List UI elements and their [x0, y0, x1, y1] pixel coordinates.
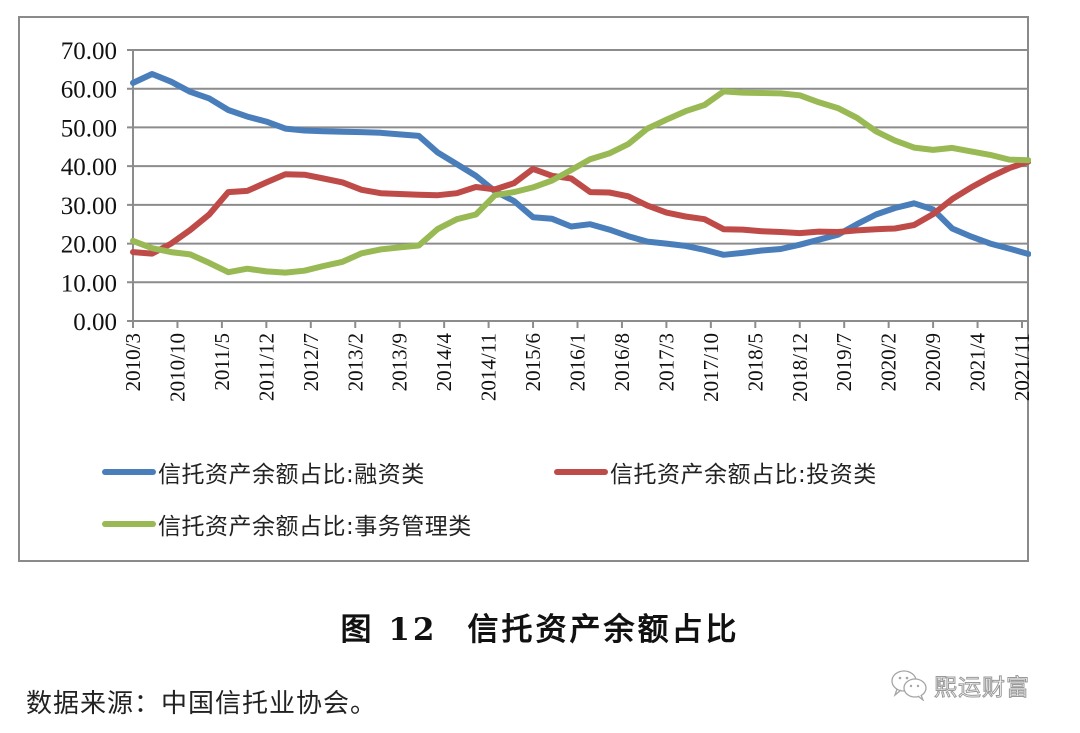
y-tick-label: 60.00 [61, 77, 117, 104]
x-tick-label: 2014/11 [477, 333, 501, 401]
x-tick-label: 2017/3 [654, 333, 678, 391]
x-tick-label: 2018/5 [743, 333, 767, 391]
series-investment-line [130, 158, 1031, 257]
wechat-icon [891, 670, 927, 701]
x-tick-label: 2017/10 [699, 333, 723, 402]
y-tick-label: 0.00 [73, 309, 117, 336]
x-tick-label: 2013/9 [388, 333, 412, 391]
legend-label: 信托资产余额占比:事务管理类 [158, 514, 472, 540]
y-tick-label: 20.00 [61, 232, 117, 259]
y-tick-label: 70.00 [61, 38, 117, 65]
y-tick-label: 10.00 [61, 270, 117, 297]
x-tick-label: 2020/2 [877, 333, 901, 391]
x-tick-label: 2010/10 [165, 333, 189, 402]
x-tick-label: 2021/4 [966, 333, 990, 392]
x-tick-label: 2018/12 [788, 333, 812, 402]
y-tick-label: 40.00 [61, 154, 117, 181]
x-tick-label: 2012/7 [299, 333, 323, 391]
legend-item-financing: 信托资产余额占比:融资类 [102, 457, 425, 488]
figure-number: 图 12 [340, 612, 438, 648]
legend-item-investment: 信托资产余额占比:投资类 [554, 457, 877, 488]
chart-frame: 0.00 10.00 20.00 30.00 40.00 50.00 60.00 70.00 … [18, 16, 1031, 562]
x-tick-label: 2019/7 [832, 333, 856, 391]
y-tick-label: 30.00 [61, 193, 117, 220]
legend-swatch-blue-icon [102, 469, 156, 475]
line-chart: 0.0010.0020.0030.0040.0050.0060.0070.00 … [61, 38, 1031, 402]
x-tick-label: 2021/11 [1010, 333, 1031, 401]
series-administrative-line [130, 88, 1031, 276]
watermark: 熙运财富 [890, 668, 1030, 702]
x-tick-label: 2011/5 [210, 333, 234, 391]
legend-swatch-green-icon [102, 521, 156, 527]
legend-label: 信托资产余额占比:融资类 [158, 462, 425, 488]
legend-label: 信托资产余额占比:投资类 [610, 462, 877, 488]
x-tick-label: 2014/4 [432, 333, 456, 392]
x-tick-label: 2016/1 [566, 333, 590, 391]
legend-item-administrative: 信托资产余额占比:事务管理类 [102, 509, 472, 540]
y-axis: 0.00 10.00 20.00 30.00 40.00 50.00 60.00 70.00 [61, 38, 134, 336]
x-tick-label: 2011/12 [254, 333, 278, 401]
x-tick-label: 2010/3 [121, 333, 145, 391]
figure-title: 信托资产余额占比 [467, 612, 740, 648]
x-tick-label: 2020/9 [921, 333, 945, 391]
x-tick-label: 2016/8 [610, 333, 634, 391]
x-tick-label: 2015/6 [521, 333, 545, 391]
series-financing-line [130, 71, 1031, 258]
x-tick-label: 2013/2 [343, 333, 367, 391]
y-tick-label: 50.00 [61, 115, 117, 142]
x-axis: 2010/3 2010/10 2011/5 2011/12 2012/7 2013/2 20… [121, 321, 1031, 402]
figure-caption: 图 12 信托资产余额占比 [0, 604, 1080, 649]
data-series [130, 71, 1031, 276]
data-source-note: 数据来源：中国信托业协会。 [26, 689, 378, 719]
legend-swatch-red-icon [554, 469, 608, 475]
watermark-text: 熙运财富 [934, 675, 1030, 702]
